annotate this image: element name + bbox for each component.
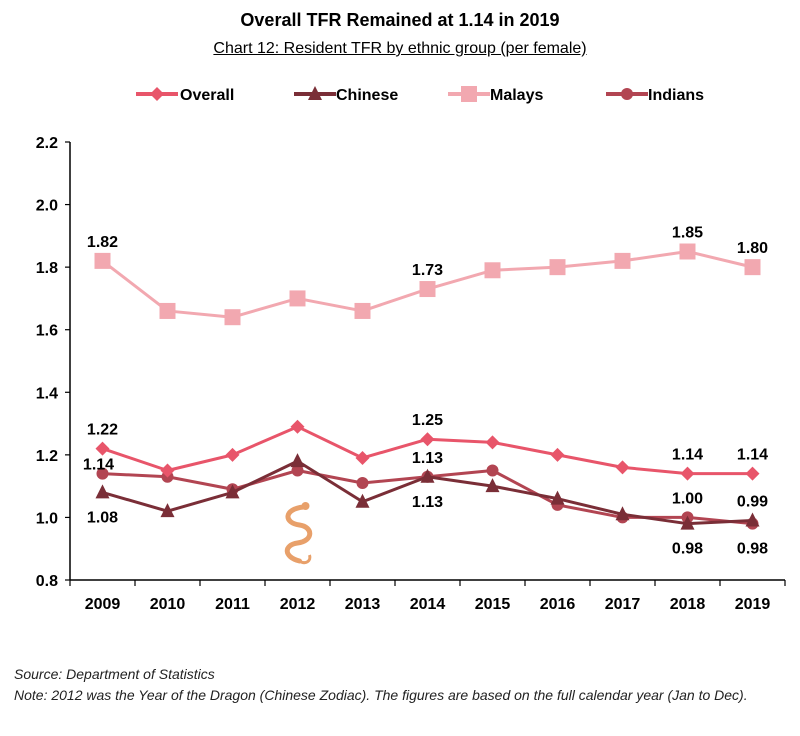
data-label: 1.25: [412, 412, 443, 429]
point-chinese: [355, 493, 370, 508]
point-overall: [225, 447, 240, 462]
data-label: 1.80: [737, 240, 768, 257]
data-label: 1.08: [87, 509, 118, 526]
point-chinese: [550, 490, 565, 505]
point-overall: [680, 466, 695, 481]
point-malays: [679, 243, 696, 260]
chart-title: Overall TFR Remained at 1.14 in 2019: [240, 10, 560, 30]
point-malays: [549, 259, 566, 276]
y-tick-label: 1.8: [36, 260, 58, 277]
point-malays: [419, 281, 436, 298]
point-malays: [484, 262, 501, 279]
series-malays: [94, 243, 761, 326]
chart-subtitle-text: Chart 12: Resident TFR by ethnic group (…: [213, 40, 587, 57]
point-overall: [95, 441, 110, 456]
point-overall: [420, 432, 435, 447]
y-tick-label: 1.0: [36, 510, 58, 527]
legend-label-chinese: Chinese: [336, 87, 398, 104]
point-malays: [354, 302, 371, 319]
x-tick-label: 2015: [475, 596, 511, 613]
x-tick-label: 2016: [540, 596, 576, 613]
x-tick-label: 2014: [410, 596, 446, 613]
source-note: Source: Department of Statistics: [14, 666, 215, 682]
point-malays: [94, 252, 111, 269]
legend-item-overall: Overall: [136, 87, 234, 104]
legend-label-indians: Indians: [648, 87, 704, 104]
data-label: 1.85: [672, 225, 703, 242]
point-chinese: [290, 453, 305, 468]
point-overall: [550, 447, 565, 462]
footer: Source: Department of Statistics Note: 2…: [14, 664, 794, 706]
x-tick-label: 2010: [150, 596, 186, 613]
point-malays: [289, 290, 306, 307]
point-malays: [224, 309, 241, 326]
dragon-body: [284, 504, 313, 564]
series-chinese: [95, 453, 760, 530]
data-label: 1.14: [83, 457, 114, 474]
legend-marker-malays: [461, 86, 477, 102]
y-tick-label: 1.2: [36, 448, 58, 465]
chart-subtitle: Chart 12: Resident TFR by ethnic group (…: [0, 40, 800, 58]
y-tick-label: 1.6: [36, 323, 58, 340]
x-tick-label: 2013: [345, 596, 381, 613]
point-indians: [356, 477, 369, 490]
point-malays: [614, 252, 631, 269]
legend-marker-indians: [621, 88, 633, 100]
legend-item-chinese: Chinese: [294, 86, 398, 104]
x-tick-label: 2012: [280, 596, 316, 613]
legend-label-overall: Overall: [180, 87, 234, 104]
series-overall: [95, 419, 760, 481]
dragon-head: [301, 502, 310, 510]
point-chinese: [95, 484, 110, 499]
point-chinese: [745, 512, 760, 527]
point-overall: [355, 450, 370, 465]
x-tick-label: 2011: [215, 596, 250, 613]
y-tick-label: 2.0: [36, 198, 58, 215]
x-tick-label: 2019: [735, 596, 771, 613]
point-overall: [485, 435, 500, 450]
point-chinese: [225, 484, 240, 499]
point-overall: [615, 460, 630, 475]
point-malays: [744, 259, 761, 276]
point-chinese: [615, 506, 630, 521]
y-tick-label: 2.2: [36, 135, 58, 152]
data-label: 1.73: [412, 262, 443, 279]
point-chinese: [680, 515, 695, 530]
point-indians: [96, 467, 109, 480]
point-indians: [291, 464, 304, 477]
data-label: 1.13: [412, 494, 443, 511]
data-label: 0.99: [737, 494, 768, 511]
legend-item-malays: Malays: [448, 86, 543, 104]
data-label: 1.82: [87, 234, 118, 251]
legend-item-indians: Indians: [606, 87, 704, 104]
legend-label-malays: Malays: [490, 87, 543, 104]
y-tick-label: 1.4: [36, 385, 58, 402]
point-overall: [160, 463, 175, 478]
x-tick-label: 2017: [605, 596, 641, 613]
legend-marker-chinese: [308, 86, 322, 100]
data-label: 1.00: [672, 490, 703, 507]
data-label: 1.13: [412, 450, 443, 467]
dragon-tail: [298, 554, 312, 565]
footnote: Note: 2012 was the Year of the Dragon (C…: [14, 687, 748, 703]
point-overall: [290, 419, 305, 434]
data-label: 1.14: [672, 447, 703, 464]
point-indians: [486, 464, 499, 477]
point-overall: [745, 466, 760, 481]
point-chinese: [485, 478, 500, 493]
dragon-icon: [284, 502, 313, 565]
y-tick-label: 0.8: [36, 573, 58, 590]
legend-marker-overall: [150, 87, 164, 101]
data-label: 0.98: [737, 541, 768, 558]
x-tick-label: 2009: [85, 596, 121, 613]
line-chart: 0.8 1.0 1.2 1.4 1.6 1.8 2.0 2.2 2009 2010 2011 2012…: [36, 86, 786, 613]
data-label: 0.98: [672, 541, 703, 558]
x-tick-label: 2018: [670, 596, 706, 613]
point-chinese: [420, 468, 435, 483]
data-label: 1.14: [737, 447, 768, 464]
data-label: 1.22: [87, 422, 118, 439]
point-chinese: [160, 503, 175, 518]
point-malays: [159, 302, 176, 319]
